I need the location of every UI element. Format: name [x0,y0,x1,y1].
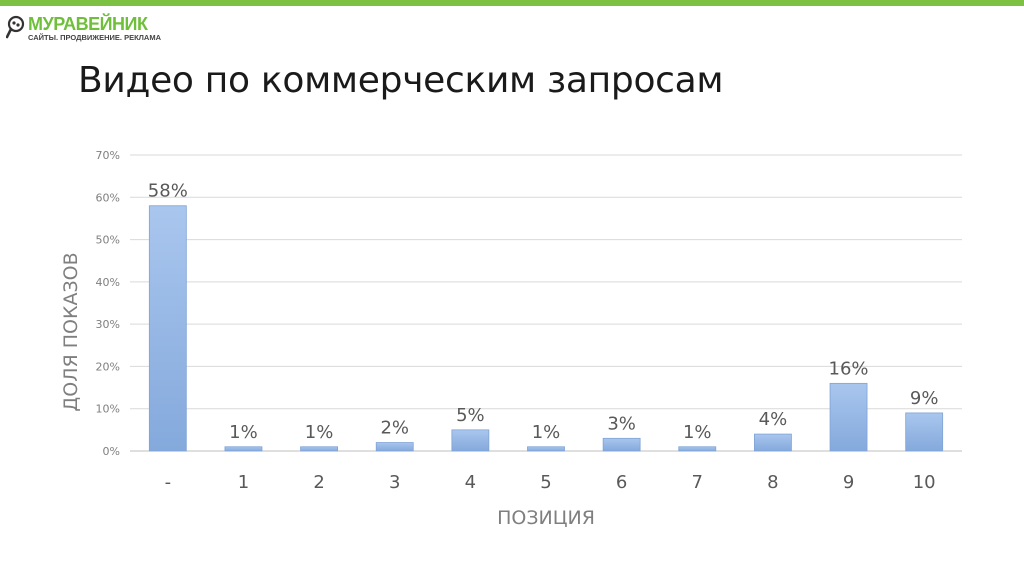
data-label: 1% [532,422,561,443]
y-tick-label: 40% [96,276,120,289]
y-tick-label: 20% [96,360,120,373]
data-labels: 58% 1% 1% 2% 5% 1% 3% 1% 4% 16% 9% [148,181,939,443]
y-tick-label: 0% [103,445,120,458]
data-label: 3% [607,413,636,434]
x-tick-label: 7 [692,472,703,493]
x-tick-label: 2 [313,472,324,493]
y-tick-label: 30% [96,318,120,331]
y-tick-label: 70% [96,149,120,162]
x-axis-ticks: - 1 2 3 4 5 6 7 8 9 10 [165,472,936,493]
x-tick-label: 10 [913,472,936,493]
x-tick-label: 8 [767,472,778,493]
bar-6 [602,437,641,452]
bar-- [148,205,187,452]
top-accent-bar [0,0,1024,6]
data-label: 2% [380,418,409,439]
y-tick-label: 60% [96,191,120,204]
y-tick-label: 50% [96,234,120,247]
bar-9 [829,382,868,452]
x-axis-title: ПОЗИЦИЯ [497,507,595,529]
logo: МУРАВЕЙНИК САЙТЫ. ПРОДВИЖЕНИЕ. РЕКЛАМА [6,12,161,42]
logo-name: МУРАВЕЙНИК [28,14,148,34]
bars [148,205,944,452]
bar-4 [451,429,490,452]
x-tick-label: 5 [540,472,551,493]
bar-10 [905,412,944,452]
y-axis-title: ДОЛЯ ПОКАЗОВ [60,252,82,411]
bar-7 [678,446,717,452]
data-label: 5% [456,405,485,426]
logo-tagline: САЙТЫ. ПРОДВИЖЕНИЕ. РЕКЛАМА [28,33,161,42]
gridlines [130,154,962,452]
bar-3 [375,442,414,452]
bar-8 [754,433,792,452]
y-tick-label: 10% [96,403,120,416]
ant-magnifier-icon [6,15,25,39]
data-label: 16% [829,358,869,379]
data-label: 58% [148,181,188,202]
y-axis-ticks: 0% 10% 20% 30% 40% 50% 60% 70% [96,149,120,458]
data-label: 4% [759,409,788,430]
x-tick-label: 4 [465,472,476,493]
x-tick-label: - [165,472,172,493]
x-tick-label: 6 [616,472,627,493]
bar-5 [527,446,565,452]
slide-title: Видео по коммерческим запросам [78,60,724,101]
data-label: 9% [910,388,939,409]
bar-2 [300,446,338,452]
data-label: 1% [229,422,258,443]
data-label: 1% [683,422,712,443]
data-label: 1% [305,422,334,443]
bar-1 [224,446,263,452]
x-tick-label: 1 [238,472,249,493]
x-tick-label: 9 [843,472,854,493]
x-tick-label: 3 [389,472,400,493]
